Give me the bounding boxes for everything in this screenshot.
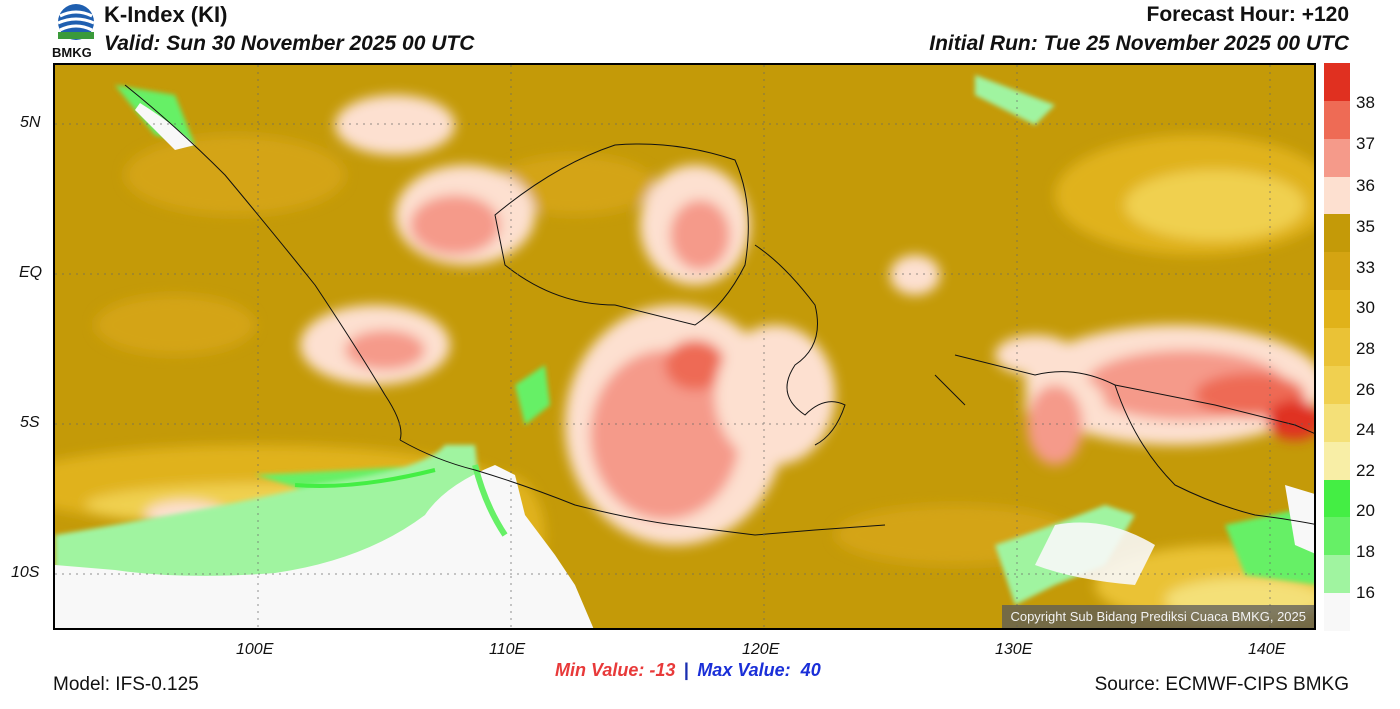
colorbar-swatch: [1324, 63, 1350, 102]
colorbar: [1324, 63, 1350, 632]
colorbar-swatch: [1324, 517, 1350, 556]
k-index-map: Copyright Sub Bidang Prediksi Cuaca BMKG…: [53, 63, 1316, 630]
colorbar-label: 38: [1356, 93, 1375, 112]
min-value: Min Value: -13: [555, 660, 676, 680]
colorbar-swatch: [1324, 555, 1350, 594]
colorbar-swatch: [1324, 138, 1350, 178]
value-separator: |: [683, 660, 689, 680]
bmkg-logo: BMKG: [52, 2, 100, 60]
colorbar-label: 24: [1356, 420, 1375, 439]
colorbar-swatch: [1324, 593, 1350, 632]
map-title: K-Index (KI): [104, 2, 228, 27]
lat-label: EQ: [19, 264, 43, 281]
colorbar-label: 16: [1356, 583, 1375, 602]
colorbar-swatch: [1324, 252, 1350, 291]
lat-label: 5S: [20, 414, 40, 431]
colorbar-label: 18: [1356, 542, 1375, 561]
colorbar-label: 30: [1356, 298, 1375, 317]
logo-text: BMKG: [52, 45, 92, 60]
colorbar-label: 37: [1356, 134, 1375, 153]
colorbar-swatch: [1324, 365, 1350, 405]
lon-label: 130E: [995, 641, 1033, 658]
colorbar-label: 33: [1356, 258, 1375, 277]
value-range: Min Value: -13 | Max Value: 40: [555, 660, 821, 681]
colorbar-swatch: [1324, 403, 1350, 443]
lat-label: 10S: [11, 564, 40, 581]
copyright-notice: Copyright Sub Bidang Prediksi Cuaca BMKG…: [1002, 605, 1314, 628]
colorbar-label: 26: [1356, 380, 1375, 399]
model-label: Model: IFS-0.125: [53, 674, 199, 695]
colorbar-swatch: [1324, 100, 1350, 140]
max-value: Max Value: 40: [697, 660, 821, 680]
colorbar-swatch: [1324, 328, 1350, 367]
colorbar-swatch: [1324, 176, 1350, 215]
lon-label: 140E: [1248, 641, 1286, 658]
colorbar-label: 35: [1356, 217, 1375, 236]
initial-run: Initial Run: Tue 25 November 2025 00 UTC: [929, 32, 1349, 55]
lat-label: 5N: [20, 114, 41, 131]
lon-label: 100E: [236, 641, 274, 658]
lon-label: 120E: [742, 641, 780, 658]
colorbar-label: 36: [1356, 176, 1375, 195]
colorbar-swatch: [1324, 290, 1350, 329]
colorbar-swatch: [1324, 441, 1350, 481]
source-label: Source: ECMWF-CIPS BMKG: [1094, 674, 1349, 695]
colorbar-label: 22: [1356, 461, 1375, 480]
map-field: [55, 65, 1314, 628]
valid-time: Valid: Sun 30 November 2025 00 UTC: [104, 32, 475, 55]
colorbar-swatch: [1324, 479, 1350, 518]
forecast-hour: Forecast Hour: +120: [1146, 3, 1350, 26]
lon-label: 110E: [489, 641, 526, 658]
colorbar-label: 28: [1356, 339, 1375, 358]
colorbar-swatch: [1324, 214, 1350, 253]
colorbar-label: 20: [1356, 501, 1375, 520]
